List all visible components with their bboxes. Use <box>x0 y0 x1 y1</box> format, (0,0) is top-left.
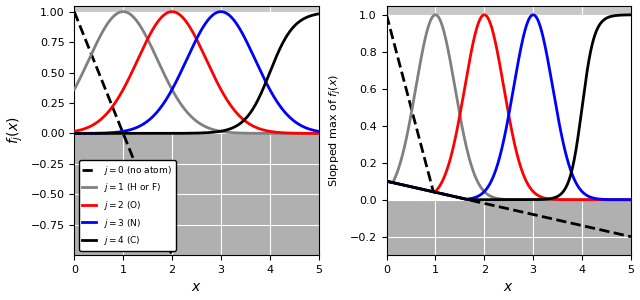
Bar <box>387 0 631 200</box>
Y-axis label: $f_j(x)$: $f_j(x)$ <box>6 116 25 144</box>
Y-axis label: Slopped max of $f_j(x)$: Slopped max of $f_j(x)$ <box>328 74 344 187</box>
X-axis label: $x$: $x$ <box>504 280 514 294</box>
Bar <box>74 0 319 12</box>
Legend: $j = 0$ (no atom), $j = 1$ (H or F), $j = 2$ (O), $j = 3$ (N), $j = 4$ (C): $j = 0$ (no atom), $j = 1$ (H or F), $j … <box>79 160 175 251</box>
Bar <box>387 0 631 15</box>
Bar <box>74 0 319 134</box>
X-axis label: $x$: $x$ <box>191 280 202 294</box>
